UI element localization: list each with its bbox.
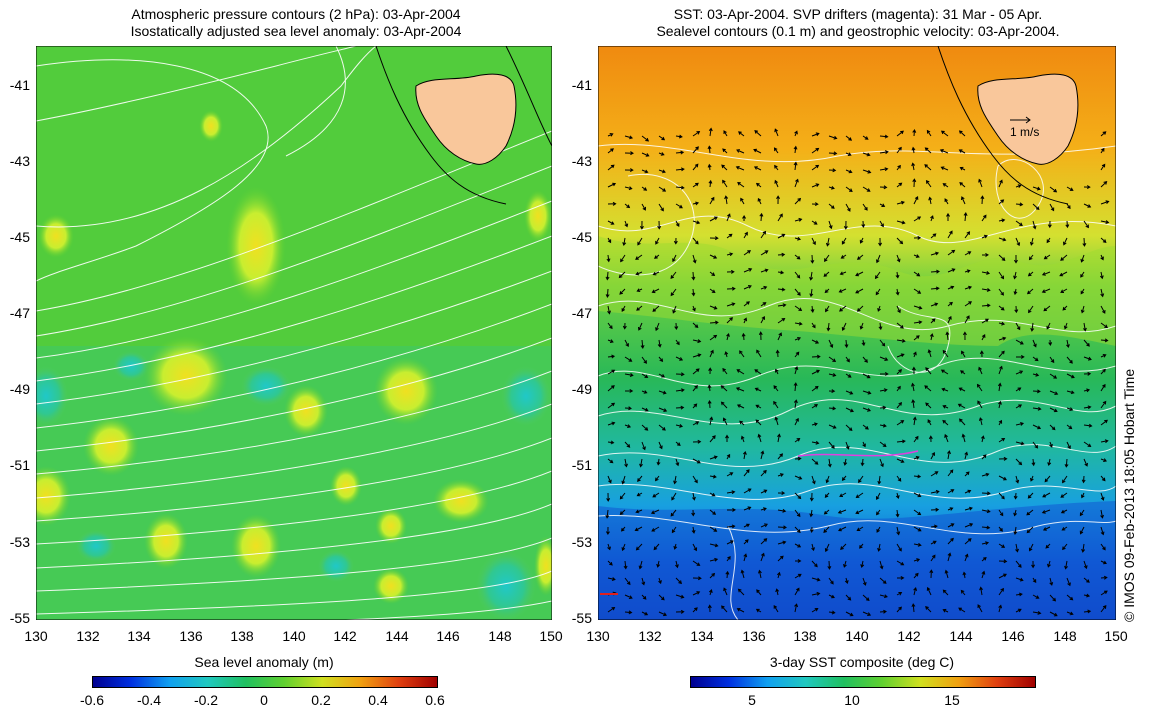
velocity-arrow-field: [605, 127, 1110, 617]
right-ytick: -53: [571, 534, 592, 550]
left-colorbar-label: -0.2: [193, 692, 219, 708]
left-ytick: -45: [9, 229, 30, 245]
right-ytick: -47: [571, 305, 592, 321]
tasmania-land-right: [937, 46, 1079, 205]
right-xtick: 132: [638, 628, 662, 644]
right-colorbar-label: 10: [844, 692, 860, 708]
right-colorbar: [690, 676, 1036, 688]
right-ytick: -43: [571, 153, 592, 169]
right-xtick: 148: [1053, 628, 1077, 644]
sea-level-anomaly-map: [36, 46, 552, 620]
right-xtick: 150: [1104, 628, 1128, 644]
right-xtick: 144: [949, 628, 973, 644]
left-colorbar: [92, 676, 438, 688]
sla-high-blobs: [36, 110, 552, 604]
left-ytick: -43: [9, 153, 30, 169]
left-colorbar-label: 0.2: [311, 692, 331, 708]
left-ytick: -41: [9, 77, 30, 93]
right-xtick: 134: [690, 628, 714, 644]
right-title-line2: Sealevel contours (0.1 m) and geostrophi…: [656, 23, 1060, 39]
left-title-line2: Isostatically adjusted sea level anomaly…: [130, 23, 462, 39]
right-title-line1: SST: 03-Apr-2004. SVP drifters (magenta)…: [673, 6, 1043, 22]
left-xtick: 138: [230, 628, 254, 644]
tasmania-land: [375, 46, 552, 205]
right-xtick: 146: [1001, 628, 1025, 644]
sla-low-blobs: [36, 351, 551, 620]
right-ytick: -51: [571, 457, 592, 473]
left-xtick: 136: [179, 628, 203, 644]
right-colorbar-title: 3-day SST composite (deg C): [769, 654, 955, 670]
left-xtick: 132: [76, 628, 100, 644]
left-xtick: 144: [385, 628, 409, 644]
credit-text: © IMOS 09-Feb-2013 18:05 Hobart Time: [1121, 368, 1137, 622]
right-xtick: 140: [845, 628, 869, 644]
left-colorbar-label: -0.4: [136, 692, 162, 708]
left-colorbar-label: 0: [260, 692, 268, 708]
drifter-track: [797, 450, 919, 457]
left-xtick: 130: [24, 628, 48, 644]
geostrophic-velocity-arrows: [605, 127, 1110, 617]
right-xtick: 136: [742, 628, 766, 644]
left-ytick: -53: [9, 534, 30, 550]
left-colorbar-label: 0.4: [368, 692, 388, 708]
left-ytick: -55: [9, 610, 30, 626]
left-ytick: -47: [9, 305, 30, 321]
left-colorbar-label: 0.6: [425, 692, 445, 708]
right-ytick: -55: [571, 610, 592, 626]
right-colorbar-label: 5: [748, 692, 756, 708]
sea-level-contours: [598, 143, 1116, 620]
velocity-scale-arrow: 1 m/s: [1010, 116, 1039, 139]
left-xtick: 150: [539, 628, 563, 644]
right-ytick: -45: [571, 229, 592, 245]
left-xtick: 134: [127, 628, 151, 644]
right-colorbar-label: 15: [944, 692, 960, 708]
right-xtick: 142: [897, 628, 921, 644]
left-colorbar-title: Sea level anomaly (m): [194, 654, 334, 670]
left-xtick: 140: [282, 628, 306, 644]
right-xtick: 138: [793, 628, 817, 644]
right-ytick: -41: [571, 77, 592, 93]
left-xtick: 142: [333, 628, 357, 644]
right-xtick: 130: [586, 628, 610, 644]
left-ytick: -51: [9, 457, 30, 473]
velocity-scale-label: 1 m/s: [1010, 125, 1039, 139]
left-ytick: -49: [9, 381, 30, 397]
left-colorbar-label: -0.6: [79, 692, 105, 708]
left-xtick: 146: [436, 628, 460, 644]
sst-map: 1 m/s: [598, 46, 1116, 620]
left-title-line1: Atmospheric pressure contours (2 hPa): 0…: [131, 6, 461, 22]
pressure-contours: [36, 46, 552, 620]
right-ytick: -49: [571, 381, 592, 397]
left-xtick: 148: [488, 628, 512, 644]
